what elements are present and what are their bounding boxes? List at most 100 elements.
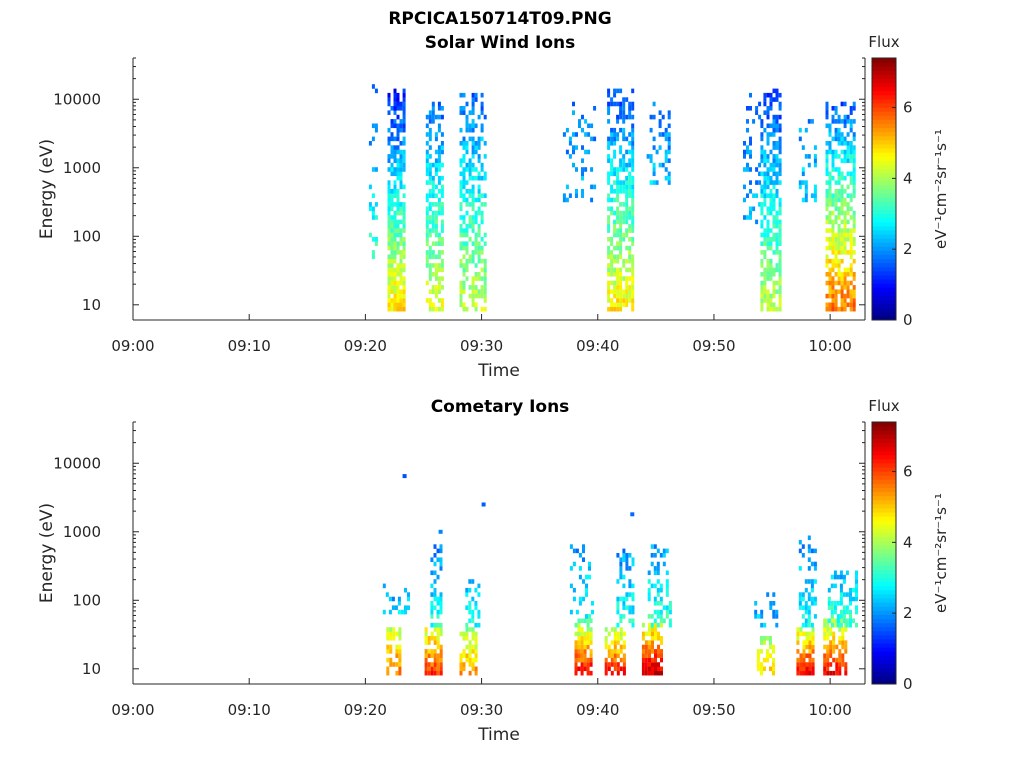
heatmap-cell bbox=[813, 566, 817, 571]
heatmap-cell bbox=[459, 171, 463, 177]
heatmap-cell bbox=[831, 241, 835, 246]
heatmap-cell bbox=[831, 162, 835, 168]
heatmap-cell bbox=[471, 202, 475, 207]
heatmap-cell bbox=[808, 666, 812, 672]
heatmap-cell bbox=[583, 666, 587, 672]
heatmap-cell bbox=[804, 609, 808, 615]
heatmap-cell bbox=[465, 180, 469, 185]
heatmap-cell bbox=[613, 245, 617, 251]
colorbar-swatch bbox=[872, 262, 896, 268]
x-tick-label: 09:50 bbox=[692, 701, 735, 719]
heatmap-cell bbox=[647, 592, 651, 597]
heatmap-cell bbox=[766, 92, 770, 98]
heatmap-cell bbox=[607, 306, 611, 312]
colorbar-tick-label: 0 bbox=[903, 311, 913, 329]
spectrogram-cells bbox=[382, 474, 858, 676]
heatmap-cell bbox=[468, 202, 472, 207]
heatmap-cell bbox=[648, 649, 651, 654]
heatmap-cell bbox=[852, 119, 856, 124]
heatmap-cell bbox=[813, 596, 817, 602]
heatmap-cell bbox=[772, 145, 776, 150]
heatmap-cell bbox=[619, 298, 623, 303]
heatmap-cell bbox=[610, 662, 614, 667]
heatmap-cell bbox=[371, 84, 375, 89]
heatmap-cell bbox=[427, 649, 431, 654]
heatmap-cell bbox=[477, 245, 481, 251]
heatmap-cell bbox=[763, 267, 767, 273]
heatmap-cell bbox=[574, 662, 578, 667]
heatmap-cell bbox=[480, 285, 484, 290]
heatmap-cell bbox=[828, 228, 832, 233]
heatmap-cell bbox=[616, 670, 620, 676]
colorbar-swatch bbox=[872, 462, 896, 468]
heatmap-cell bbox=[775, 158, 779, 163]
heatmap-cell bbox=[653, 544, 657, 549]
heatmap-cell bbox=[389, 649, 393, 654]
heatmap-cell bbox=[610, 206, 614, 212]
heatmap-cell bbox=[439, 548, 443, 554]
heatmap-cell bbox=[829, 631, 833, 637]
heatmap-cell bbox=[480, 267, 484, 273]
heatmap-cell bbox=[766, 272, 770, 277]
heatmap-cell bbox=[852, 162, 856, 168]
heatmap-cell bbox=[402, 245, 406, 251]
heatmap-cell bbox=[387, 245, 391, 251]
heatmap-cell bbox=[630, 512, 635, 517]
heatmap-cell bbox=[828, 127, 832, 133]
heatmap-cell bbox=[840, 136, 844, 142]
heatmap-cell bbox=[835, 657, 839, 663]
heatmap-cell bbox=[396, 228, 400, 233]
heatmap-cell bbox=[830, 605, 834, 610]
heatmap-cell bbox=[613, 653, 617, 658]
heatmap-cell bbox=[654, 649, 657, 654]
y-tick-label: 10 bbox=[82, 296, 101, 314]
colorbar-swatch bbox=[872, 94, 896, 100]
heatmap-cell bbox=[462, 306, 466, 312]
heatmap-cell bbox=[648, 662, 651, 667]
heatmap-cell bbox=[424, 649, 428, 654]
heatmap-cell bbox=[766, 592, 770, 597]
heatmap-cell bbox=[766, 219, 770, 225]
heatmap-cell bbox=[778, 228, 782, 233]
heatmap-cell bbox=[648, 670, 651, 676]
heatmap-cell bbox=[769, 228, 773, 233]
heatmap-cell bbox=[437, 145, 441, 150]
heatmap-cell bbox=[801, 180, 805, 185]
colorbar-swatch bbox=[872, 610, 896, 615]
heatmap-cell bbox=[849, 193, 853, 198]
heatmap-cell bbox=[775, 127, 779, 133]
heatmap-cell bbox=[652, 114, 656, 120]
heatmap-cell bbox=[834, 306, 838, 312]
heatmap-cell bbox=[578, 601, 582, 606]
heatmap-cell bbox=[431, 302, 435, 308]
heatmap-cell bbox=[834, 206, 838, 212]
heatmap-cell bbox=[829, 653, 833, 658]
heatmap-cell bbox=[831, 232, 835, 238]
heatmap-cell bbox=[837, 175, 841, 181]
heatmap-cell bbox=[395, 670, 399, 676]
heatmap-cell bbox=[474, 141, 478, 146]
heatmap-cell bbox=[584, 132, 588, 137]
heatmap-cell bbox=[480, 101, 484, 107]
heatmap-cell bbox=[760, 302, 764, 308]
heatmap-cell bbox=[474, 232, 478, 238]
heatmap-cell bbox=[660, 622, 663, 628]
heatmap-cell bbox=[625, 267, 629, 273]
heatmap-cell bbox=[628, 298, 632, 303]
heatmap-cell bbox=[652, 162, 656, 168]
heatmap-cell bbox=[390, 149, 394, 155]
heatmap-cell bbox=[657, 666, 660, 672]
colorbar-swatch bbox=[872, 454, 896, 460]
colorbar-swatch bbox=[872, 573, 896, 579]
heatmap-cell bbox=[483, 141, 487, 146]
heatmap-cell bbox=[440, 306, 444, 312]
heatmap-cell bbox=[831, 237, 835, 242]
heatmap-cell bbox=[468, 601, 472, 606]
heatmap-cell bbox=[387, 180, 391, 185]
heatmap-cell bbox=[480, 127, 484, 133]
heatmap-cell bbox=[399, 241, 403, 246]
colorbar-swatch bbox=[872, 274, 896, 280]
heatmap-cell bbox=[396, 298, 400, 303]
heatmap-cell bbox=[436, 662, 440, 667]
heatmap-cell bbox=[468, 223, 472, 229]
